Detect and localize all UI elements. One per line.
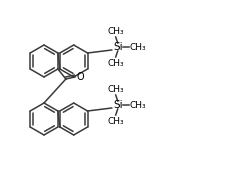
Text: CH₃: CH₃ (107, 84, 124, 93)
Text: CH₃: CH₃ (107, 27, 124, 35)
Text: O: O (76, 72, 84, 82)
Text: CH₃: CH₃ (129, 42, 146, 52)
Text: Si: Si (113, 100, 122, 110)
Text: Si: Si (113, 42, 122, 52)
Text: CH₃: CH₃ (107, 59, 124, 68)
Text: CH₃: CH₃ (129, 101, 146, 110)
Text: CH₃: CH₃ (107, 117, 124, 127)
